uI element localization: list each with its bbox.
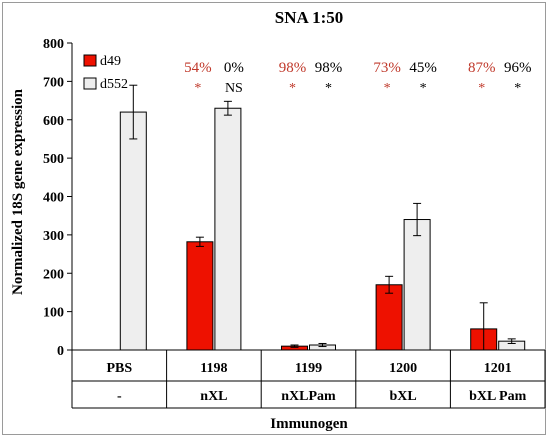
significance-label: * bbox=[325, 81, 332, 96]
legend-swatch-d49 bbox=[83, 54, 97, 67]
legend-label: d49 bbox=[100, 54, 121, 69]
significance-label: * bbox=[514, 81, 521, 96]
y-tick-label: 0 bbox=[57, 344, 64, 359]
annotation-layer: 54% * 98% * 73% * 87% * 0% NS 98% * 45% * 96% * bbox=[184, 60, 531, 96]
bar-d49 bbox=[186, 241, 214, 351]
bars-layer bbox=[119, 84, 526, 351]
bar-d552 bbox=[403, 219, 431, 351]
y-tick-label: 500 bbox=[43, 152, 64, 167]
percent-label: 98% bbox=[315, 60, 343, 76]
percent-label: 87% bbox=[468, 60, 496, 76]
chart-title: SNA 1:50 bbox=[275, 8, 343, 27]
x-subcategory-label: bXL Pam bbox=[469, 389, 527, 404]
chart-frame bbox=[2, 2, 546, 435]
bar-d552 bbox=[214, 107, 242, 351]
significance-label: * bbox=[194, 81, 201, 96]
percent-label: 0% bbox=[224, 60, 244, 76]
percent-label: 45% bbox=[409, 60, 437, 76]
y-tick-label: 700 bbox=[43, 75, 64, 90]
significance-label: * bbox=[289, 81, 296, 96]
y-tick-label: 100 bbox=[43, 306, 64, 321]
x-subcategory-label: bXL bbox=[389, 389, 416, 404]
percent-label: 98% bbox=[279, 60, 307, 76]
x-subcategory-label: nXL bbox=[200, 389, 227, 404]
y-tick-label: 200 bbox=[43, 267, 64, 282]
plot-area: 0 100 200 300 400 500 600 700 800 PBS - 1198 nXL 1199… bbox=[43, 37, 546, 409]
significance-label: * bbox=[478, 81, 485, 96]
legend: d49 d552 bbox=[83, 54, 128, 92]
x-tick-label: 1200 bbox=[389, 361, 417, 376]
x-tick-label: PBS bbox=[106, 361, 132, 376]
percent-label: 54% bbox=[184, 60, 212, 76]
legend-label: d552 bbox=[100, 77, 128, 92]
x-tick-label: 1201 bbox=[484, 361, 512, 376]
x-tick-label: 1198 bbox=[200, 361, 227, 376]
percent-label: 96% bbox=[504, 60, 532, 76]
y-axis-label: Normalized 18S gene expression bbox=[10, 88, 26, 295]
x-subcategory-label: - bbox=[117, 389, 122, 404]
significance-label: * bbox=[384, 81, 391, 96]
bar-d552 bbox=[119, 111, 147, 351]
y-tick-label: 400 bbox=[43, 191, 64, 206]
legend-swatch-d552 bbox=[83, 77, 97, 90]
significance-label: * bbox=[420, 81, 427, 96]
x-tick-label: 1199 bbox=[295, 361, 322, 376]
significance-label: NS bbox=[225, 81, 243, 96]
percent-label: 73% bbox=[373, 60, 401, 76]
y-tick-label: 300 bbox=[43, 229, 64, 244]
y-tick-label: 600 bbox=[43, 114, 64, 129]
x-axis-label: Immunogen bbox=[270, 416, 348, 432]
bar-d49 bbox=[375, 284, 403, 351]
y-tick-label: 800 bbox=[43, 37, 64, 52]
x-subcategory-label: nXLPam bbox=[281, 389, 336, 404]
